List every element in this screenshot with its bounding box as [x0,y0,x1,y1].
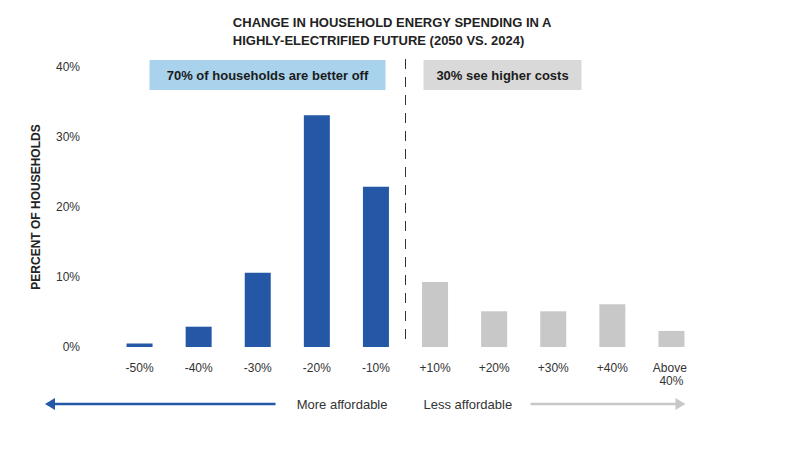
svg-text:+10%: +10% [420,361,451,375]
svg-text:40%: 40% [659,374,683,388]
svg-text:30% see higher costs: 30% see higher costs [436,68,568,83]
svg-text:More affordable: More affordable [297,397,388,412]
svg-text:30%: 30% [56,130,80,144]
svg-text:Above: Above [653,361,690,375]
svg-text:20%: 20% [56,200,80,214]
svg-text:-50%: -50% [126,361,154,375]
svg-text:10%: 10% [56,270,80,284]
svg-text:-20%: -20% [303,361,331,375]
svg-text:HIGHLY-ELECTRIFIED FUTURE (205: HIGHLY-ELECTRIFIED FUTURE (2050 VS. 2024… [233,33,524,48]
svg-text:0%: 0% [63,340,81,354]
svg-text:+30%: +30% [538,361,569,375]
svg-text:40%: 40% [56,60,80,74]
svg-text:PERCENT OF HOUSEHOLDS: PERCENT OF HOUSEHOLDS [29,124,43,289]
svg-text:-30%: -30% [244,361,272,375]
svg-text:CHANGE IN HOUSEHOLD ENERGY SPE: CHANGE IN HOUSEHOLD ENERGY SPENDING IN A [233,15,552,30]
svg-text:+40%: +40% [597,361,628,375]
svg-text:-10%: -10% [362,361,390,375]
svg-text:+20%: +20% [479,361,510,375]
svg-text:Less affordable: Less affordable [424,397,513,412]
svg-text:70% of households are better o: 70% of households are better off [167,68,369,83]
svg-text:-40%: -40% [185,361,213,375]
